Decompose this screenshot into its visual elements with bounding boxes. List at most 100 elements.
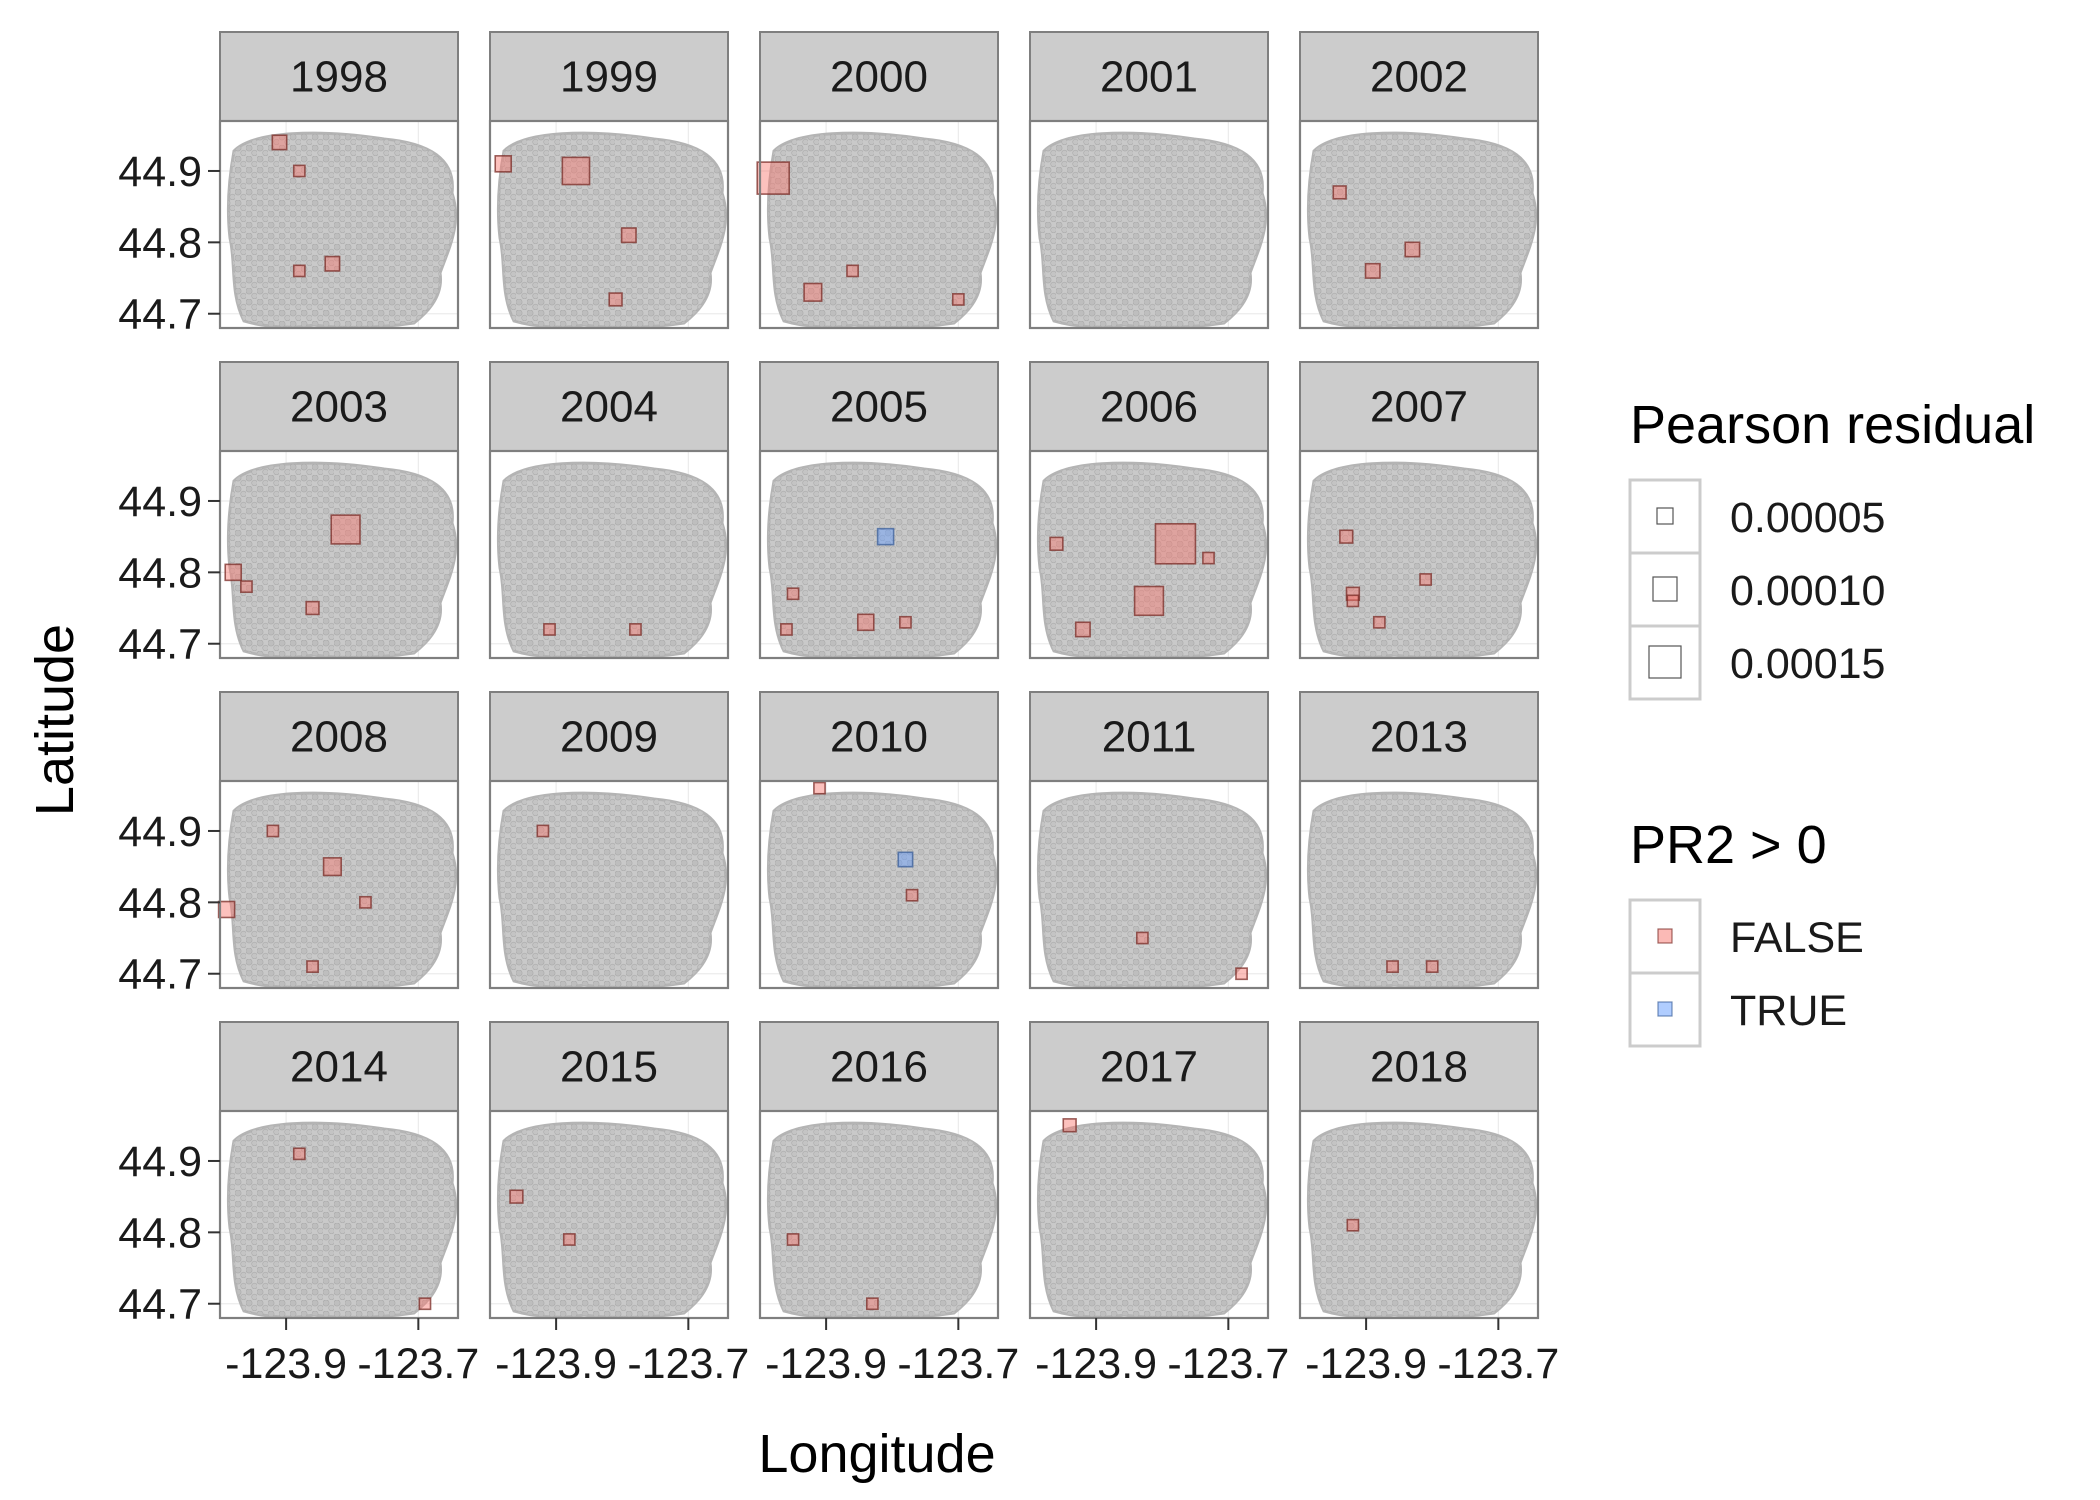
y-tick-label: 44.7	[118, 1281, 202, 1329]
facet-strip	[219, 31, 459, 122]
facet-strip	[1029, 361, 1269, 452]
panel-border	[758, 449, 1000, 660]
background-site-points	[496, 1121, 728, 1319]
background-site-points	[496, 461, 728, 659]
background-site-points	[1306, 791, 1538, 989]
residual-marker	[1332, 185, 1347, 200]
residual-marker	[292, 164, 306, 178]
legend-label: 0.00015	[1730, 640, 1885, 688]
x-axis-title: Longitude	[758, 1424, 995, 1484]
residual-marker	[629, 623, 642, 636]
x-tick-label: -123.7	[1437, 1340, 1559, 1388]
residual-marker	[1372, 615, 1386, 629]
residual-marker	[322, 857, 342, 877]
residual-marker	[899, 615, 912, 629]
panel-border	[758, 779, 1000, 990]
y-tick-label: 44.7	[118, 951, 202, 999]
background-site-points	[1036, 1121, 1268, 1319]
panel-border	[218, 779, 460, 990]
panel-border	[488, 119, 730, 330]
residual-marker	[803, 282, 823, 302]
residual-marker	[1074, 621, 1091, 638]
x-tick-label: -123.7	[1167, 1340, 1289, 1388]
facet-strip	[219, 1021, 459, 1112]
facet-strip	[489, 31, 729, 122]
legend-color-swatch	[1657, 928, 1673, 944]
background-site-points	[1306, 1121, 1538, 1319]
panel-border	[1298, 1109, 1540, 1320]
panel-border	[758, 119, 1000, 330]
facet-panel-2003: 2003	[218, 361, 460, 660]
residual-marker	[1364, 262, 1381, 279]
residual-marker	[856, 613, 875, 632]
y-tick-label: 44.8	[118, 219, 202, 267]
y-tick-label: 44.9	[118, 808, 202, 856]
facet-strip	[759, 691, 999, 782]
panel-border	[1028, 1109, 1270, 1320]
facet-strip-label: 2006	[1100, 383, 1198, 432]
site-points	[1038, 133, 1266, 328]
residual-marker	[1154, 522, 1197, 565]
panel-border	[488, 779, 730, 990]
legend-size-swatch	[1656, 507, 1674, 525]
residual-marker	[1235, 967, 1248, 981]
residual-marker	[1345, 586, 1361, 601]
site-points	[768, 463, 996, 658]
legend: Pearson residual 0.00005 0.00010 0.00015 PR2…	[1628, 395, 2035, 1048]
residual-marker	[786, 1233, 800, 1246]
residual-marker	[324, 255, 341, 272]
site-points	[768, 793, 996, 988]
legend-key	[1628, 551, 1702, 628]
site-points	[498, 133, 726, 328]
panel-border	[488, 1109, 730, 1320]
residual-marker	[813, 781, 826, 795]
background-site-points	[226, 1121, 458, 1319]
residual-marker	[897, 851, 914, 868]
facet-strip-label: 2001	[1100, 53, 1198, 102]
panel-border	[1298, 449, 1540, 660]
residual-marker	[951, 293, 965, 306]
facet-panel-2009: 2009	[488, 691, 730, 990]
facet-strip	[1299, 361, 1539, 452]
residual-marker	[305, 600, 320, 616]
facet-strip	[759, 31, 999, 122]
residual-marker	[1049, 536, 1064, 551]
panel-border	[218, 449, 460, 660]
y-tick-label: 44.8	[118, 1209, 202, 1257]
facet-panels: 1998 1999 2000 2001 2002 2003 2004 2005 2006 2007…	[217, 31, 1540, 1320]
facet-panel-2014: 2014	[218, 1021, 460, 1320]
residual-marker	[292, 264, 306, 278]
site-points	[1038, 1123, 1266, 1318]
residual-marker	[1404, 241, 1421, 258]
background-site-points	[1306, 461, 1538, 659]
residual-marker	[756, 161, 791, 195]
background-site-points	[496, 131, 728, 329]
residual-marker	[271, 134, 288, 151]
x-tick-label: -123.9	[1035, 1340, 1157, 1388]
facet-panel-2016: 2016	[758, 1021, 1000, 1320]
facet-strip	[1299, 31, 1539, 122]
residual-marker	[1386, 960, 1399, 973]
residual-marker	[1419, 573, 1433, 586]
legend-label: TRUE	[1730, 987, 1847, 1035]
legend-pearson-residual: Pearson residual 0.00005 0.00010 0.00015	[1628, 395, 2035, 701]
x-tick-label: -123.9	[225, 1340, 347, 1388]
facet-panel-2011: 2011	[1028, 691, 1270, 990]
facet-strip-label: 2016	[830, 1043, 928, 1092]
residual-marker	[1346, 594, 1360, 608]
legend-key	[1628, 624, 1702, 701]
residual-marker	[224, 563, 243, 582]
site-points	[498, 1123, 726, 1318]
site-points	[768, 1123, 996, 1318]
background-site-points	[1036, 791, 1268, 989]
axes: 44.9 44.8 44.7 44.9 44.8 44.7 44.9 44.8 44.7 44.9…	[25, 148, 1559, 1484]
residual-marker	[418, 1297, 432, 1311]
background-site-points	[766, 131, 998, 329]
facet-strip	[489, 1021, 729, 1112]
background-site-points	[766, 1121, 998, 1319]
residual-marker	[306, 960, 319, 973]
y-tick-label: 44.7	[118, 291, 202, 339]
residual-marker	[359, 895, 372, 909]
legend-color-swatch	[1657, 1001, 1673, 1017]
facet-panel-2002: 2002	[1298, 31, 1540, 330]
